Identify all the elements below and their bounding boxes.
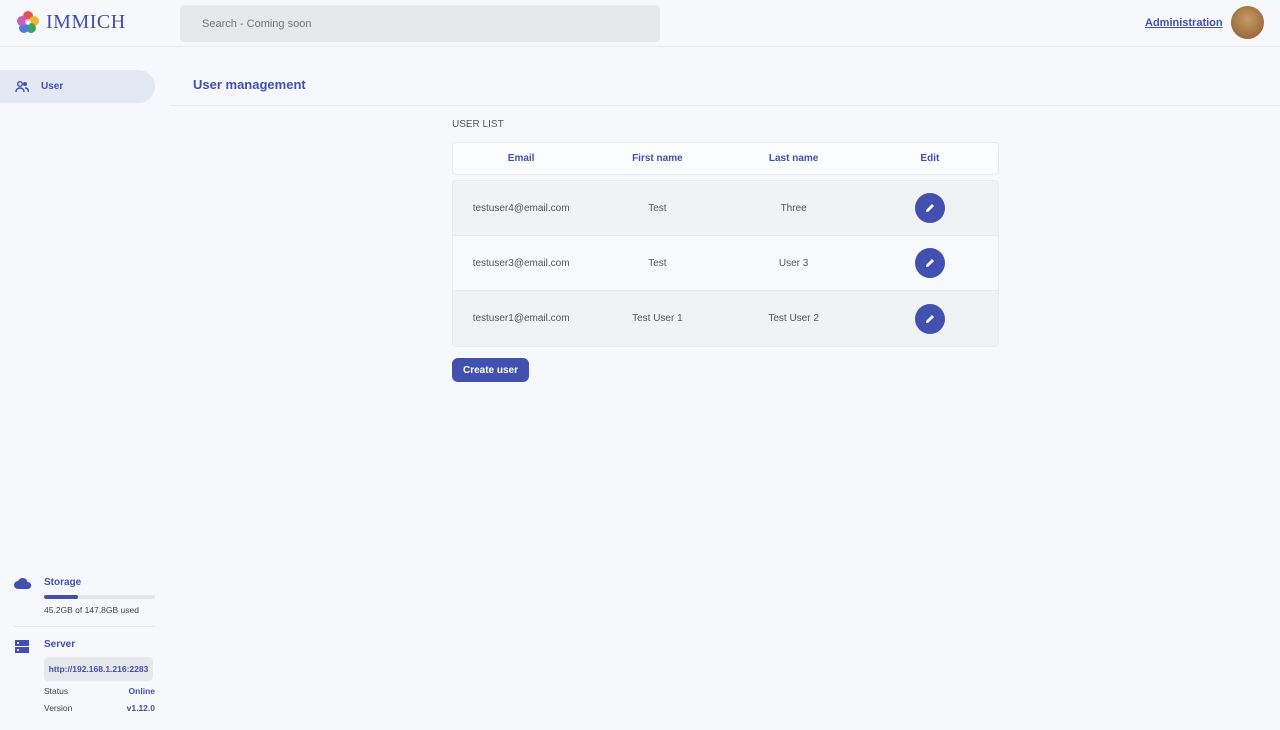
cell-last-name: User 3 [778,257,809,269]
column-header-first-name: First name [632,153,683,164]
table-header: Email First name Last name Edit [452,142,999,175]
edit-user-button[interactable] [914,193,945,223]
table-row: testuser1@email.com Test User 1 Test Use… [453,291,998,346]
pencil-icon [925,314,934,323]
cell-first-name: Test User 1 [632,313,683,324]
version-label: Version [44,703,73,713]
cell-first-name: Test [648,257,667,269]
section-label: USER LIST [452,119,504,130]
status-label: Status [44,686,69,696]
cell-last-name: Test User 2 [768,313,819,324]
column-header-edit: Edit [920,153,940,164]
user-table: testuser4@email.com Test Three testuser3… [452,180,999,347]
create-user-button[interactable]: Create user [452,358,529,382]
storage-usage-text: 45.2GB of 147.8GB used [44,605,139,615]
avatar[interactable] [1231,6,1264,39]
column-header-last-name: Last name [768,153,819,164]
storage-progress-fill [44,595,78,599]
cell-last-name: Three [780,202,807,214]
column-header-email: Email [507,153,535,164]
immich-logo-icon [17,11,39,33]
table-row: testuser4@email.com Test Three [453,181,998,236]
sidebar-item-label: User [41,81,64,92]
divider [170,105,1280,106]
pencil-icon [925,259,934,267]
cell-email: testuser1@email.com [472,313,570,324]
edit-user-button[interactable] [914,248,945,278]
pencil-icon [925,204,934,212]
status-value: Online [128,686,155,696]
logo[interactable]: IMMICH [16,10,126,34]
table-row: testuser3@email.com Test User 3 [453,236,998,291]
cell-first-name: Test [648,202,667,214]
app-name: IMMICH [46,10,126,33]
version-value: v1.12.0 [126,703,155,713]
storage-progress-bar [44,595,155,599]
users-icon [15,80,29,92]
page-title: User management [193,77,306,92]
top-bar: IMMICH Administration [0,0,1280,47]
search-input[interactable] [180,5,660,42]
server-url: http://192.168.1.216:2283 [44,657,153,681]
cloud-icon [14,577,32,589]
cell-email: testuser4@email.com [472,202,570,214]
cell-email: testuser3@email.com [472,257,570,269]
sidebar-item-user[interactable]: User [0,70,155,103]
divider [14,626,155,627]
storage-title: Storage [44,577,82,588]
edit-user-button[interactable] [914,303,945,334]
server-title: Server [44,639,76,650]
server-icon [15,640,29,653]
administration-link[interactable]: Administration [1145,17,1223,29]
